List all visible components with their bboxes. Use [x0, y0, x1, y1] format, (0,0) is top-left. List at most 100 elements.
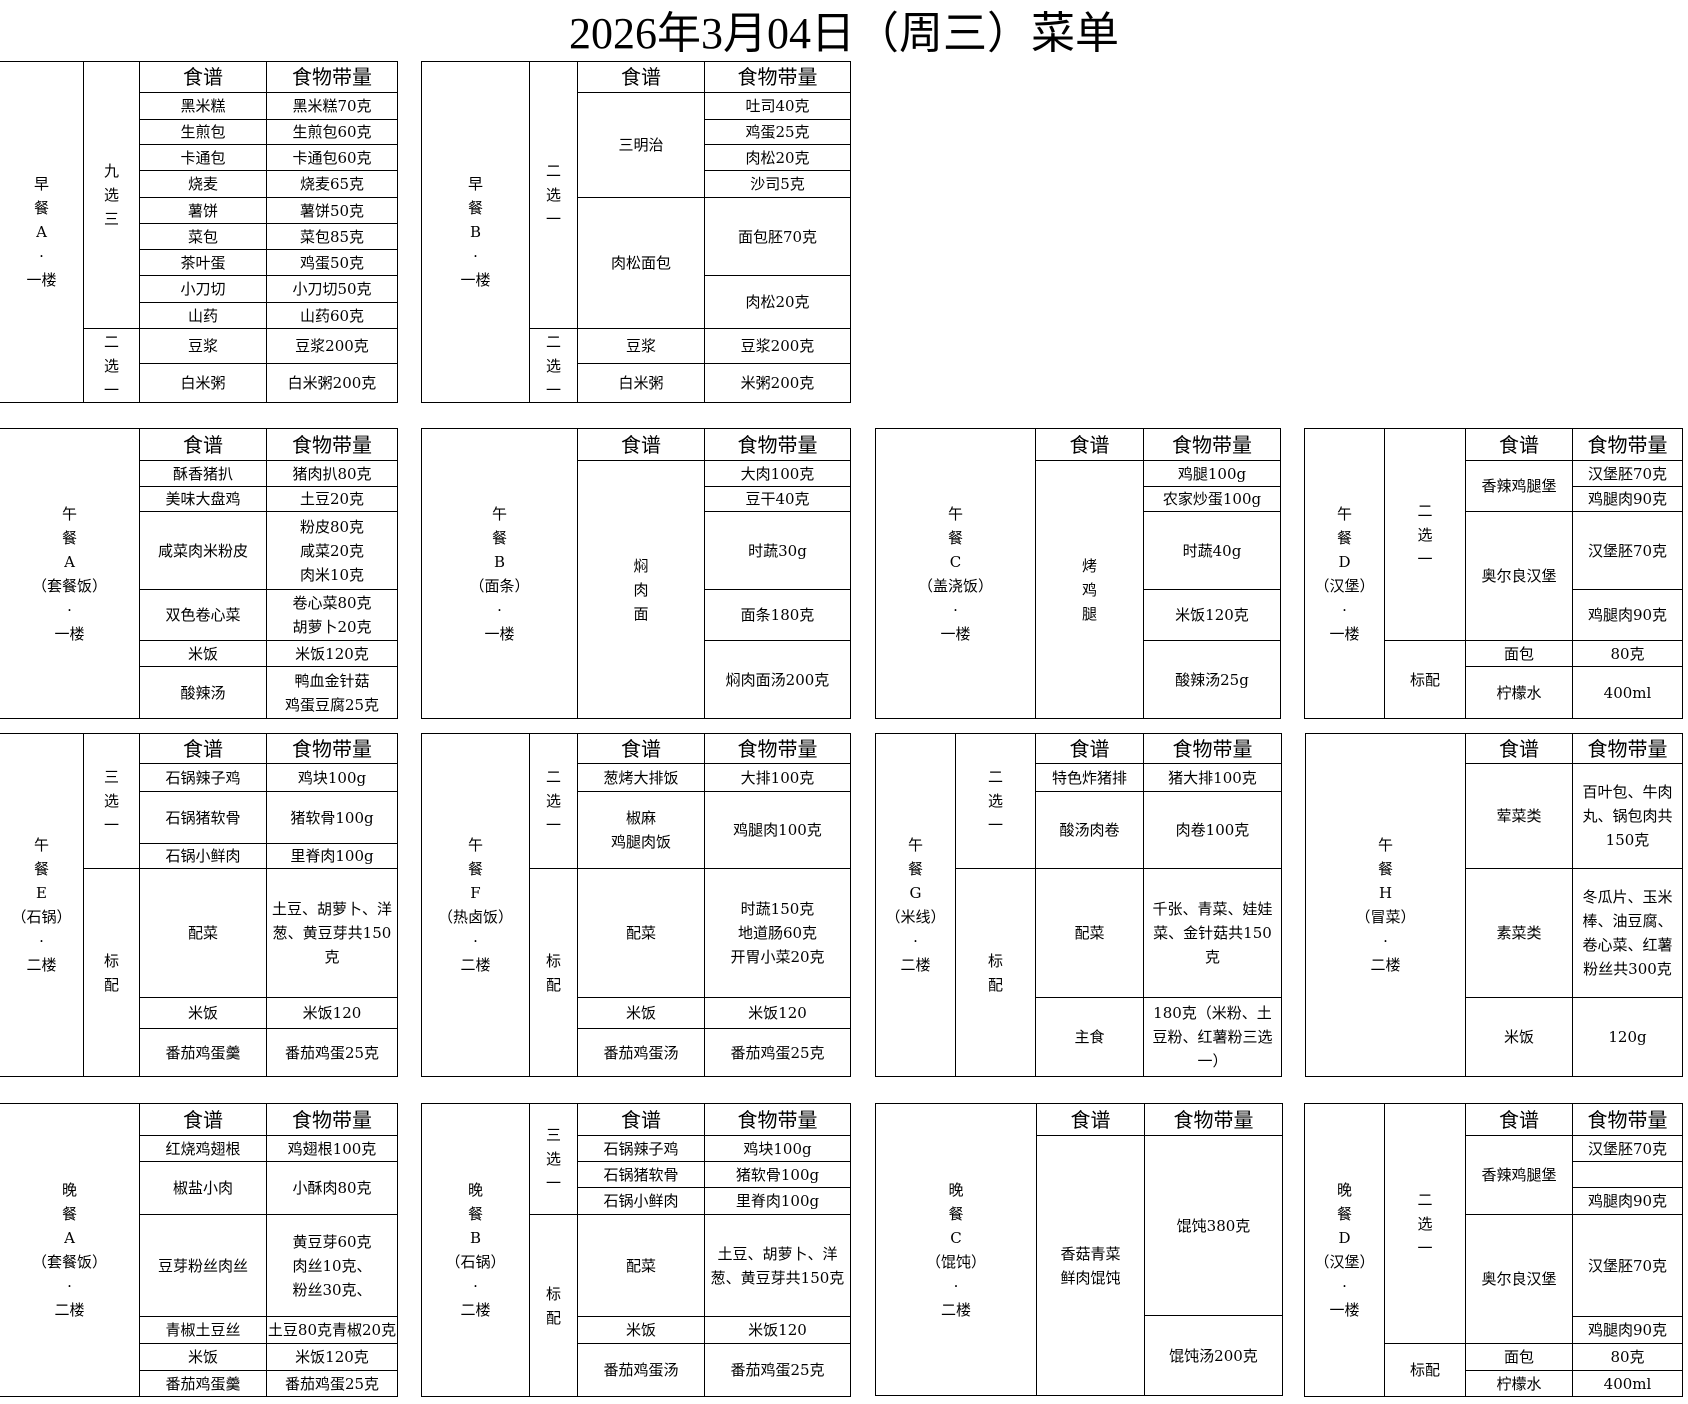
- recipe-cell: 双色卷心菜: [140, 590, 266, 640]
- amount-cell: 番茄鸡蛋25克: [267, 1029, 397, 1076]
- group-label: 标 配: [956, 869, 1035, 1076]
- recipe-cell: 米饭: [140, 998, 266, 1028]
- recipe-cell: 配菜: [578, 869, 704, 997]
- amount-cell: 面条180克: [705, 590, 850, 640]
- amount-cell: 里脊肉100g: [705, 1188, 850, 1214]
- amount-cell: 时蔬40g: [1144, 512, 1280, 589]
- recipe-cell: 米饭: [140, 1344, 266, 1370]
- lunch-a-table: 午 餐 A （套餐饭） · 一楼 食谱 食物带量 酥香猪扒 猪肉扒80克 美味大…: [0, 428, 398, 719]
- recipe-cell: 卡通包: [140, 145, 266, 170]
- group-label: 九 选 三: [84, 62, 139, 328]
- amount-cell: 鸡蛋50克: [267, 250, 397, 275]
- recipe-cell: 奥尔良汉堡: [1466, 1215, 1572, 1343]
- recipe-cell: 主食: [1036, 998, 1143, 1076]
- amount-cell: 鸡腿肉100克: [705, 792, 850, 868]
- recipe-cell: 美味大盘鸡: [140, 487, 266, 511]
- recipe-cell: 米饭: [578, 1317, 704, 1343]
- page-title: 2026年3月04日（周三）菜单: [569, 9, 1119, 58]
- amount-cell: 米饭120: [705, 1317, 850, 1343]
- amount-cell: 小刀切50克: [267, 276, 397, 302]
- amount-cell: 酸辣汤25g: [1144, 641, 1280, 718]
- amount-cell: 山药60克: [267, 303, 397, 328]
- recipe-cell: 黑米糕: [140, 93, 266, 119]
- recipe-cell: 焖 肉 面: [578, 461, 704, 718]
- recipe-cell: 石锅辣子鸡: [578, 1136, 704, 1161]
- recipe-cell: 面包: [1466, 641, 1572, 666]
- amount-header: 食物带量: [267, 1104, 397, 1135]
- amount-cell: 生煎包60克: [267, 120, 397, 144]
- amount-cell: 百叶包、牛肉丸、锅包肉共150克: [1573, 764, 1682, 868]
- group-label: 标配: [1385, 641, 1465, 718]
- group-label: 二 选 一: [956, 734, 1035, 868]
- amount-cell: 黄豆芽60克 肉丝10克、 粉丝30克、: [267, 1215, 397, 1316]
- recipe-cell: 奥尔良汉堡: [1466, 512, 1572, 640]
- amount-cell: 面包胚70克: [705, 198, 850, 275]
- recipe-header: 食谱: [140, 734, 266, 763]
- amount-header: 食物带量: [267, 429, 397, 460]
- amount-cell: 土豆20克: [267, 487, 397, 511]
- lunch-d-table: 午 餐 D （汉堡） · 一楼 二 选 一 标配 食谱 食物带量 香辣鸡腿堡 汉…: [1304, 428, 1683, 719]
- amount-cell: 时蔬30g: [705, 512, 850, 589]
- meal-label: 晚 餐 D （汉堡） · 一楼: [1305, 1104, 1384, 1396]
- recipe-cell: 柠檬水: [1466, 667, 1572, 718]
- amount-cell: 焖肉面汤200克: [705, 641, 850, 718]
- amount-cell: 米饭120克: [267, 1344, 397, 1370]
- dinner-d-table: 晚 餐 D （汉堡） · 一楼 二 选 一 标配 食谱 食物带量 香辣鸡腿堡 汉…: [1304, 1103, 1683, 1397]
- amount-cell: 米饭120克: [267, 641, 397, 666]
- amount-cell: 千张、青菜、娃娃菜、金针菇共150克: [1144, 869, 1281, 997]
- recipe-cell: 豆芽粉丝肉丝: [140, 1215, 266, 1316]
- recipe-cell: 三明治: [578, 93, 704, 197]
- amount-cell: 鸡蛋25克: [705, 120, 850, 144]
- breakfast-b-table: 早 餐 B · 一楼 二 选 一 二 选 一 食谱 食物带量 三明治 吐司40克…: [421, 61, 851, 403]
- amount-cell-empty: [1573, 1162, 1682, 1187]
- group-label: 三 选 一: [530, 1104, 577, 1214]
- recipe-cell: 配菜: [140, 869, 266, 997]
- recipe-header: 食谱: [578, 429, 704, 460]
- group-label: 标 配: [530, 869, 577, 1076]
- meal-label: 晚 餐 B （石锅） · 二楼: [422, 1104, 529, 1396]
- amount-cell: 400ml: [1573, 667, 1682, 718]
- amount-cell: 鸡块100g: [267, 764, 397, 791]
- amount-cell: 薯饼50克: [267, 198, 397, 223]
- amount-cell: 肉卷100克: [1144, 792, 1281, 868]
- amount-cell: 土豆、胡萝卜、洋葱、黄豆芽共150克: [267, 869, 397, 997]
- lunch-h-table: 午 餐 H （冒菜） · 二楼 食谱 食物带量 荤菜类 百叶包、牛肉丸、锅包肉共…: [1305, 733, 1683, 1077]
- recipe-cell: 白米粥: [578, 364, 704, 402]
- amount-cell: 卷心菜80克 胡萝卜20克: [267, 590, 397, 640]
- recipe-cell: 茶叶蛋: [140, 250, 266, 275]
- amount-cell: 米饭120: [267, 998, 397, 1028]
- amount-cell: 番茄鸡蛋25克: [705, 1029, 850, 1076]
- amount-cell: 豆干40克: [705, 487, 850, 511]
- recipe-header: 食谱: [140, 429, 266, 460]
- amount-cell: 豆浆200克: [267, 329, 397, 363]
- amount-cell: 时蔬150克 地道肠60克 开胃小菜20克: [705, 869, 850, 997]
- recipe-cell: 石锅小鲜肉: [578, 1188, 704, 1214]
- amount-cell: 番茄鸡蛋25克: [267, 1371, 397, 1396]
- group-label: 二 选 一: [530, 329, 577, 402]
- recipe-cell: 豆浆: [578, 329, 704, 363]
- amount-header: 食物带量: [267, 62, 397, 92]
- recipe-cell: 米饭: [1466, 998, 1572, 1076]
- meal-label: 午 餐 E （石锅） · 二楼: [0, 734, 83, 1076]
- recipe-cell: 酥香猪扒: [140, 461, 266, 486]
- group-label: 二 选 一: [530, 734, 577, 868]
- recipe-cell: 咸菜肉米粉皮: [140, 512, 266, 589]
- recipe-header: 食谱: [578, 734, 704, 763]
- recipe-cell: 香辣鸡腿堡: [1466, 461, 1572, 511]
- amount-cell: 鸡腿100g: [1144, 461, 1280, 486]
- recipe-cell: 石锅辣子鸡: [140, 764, 266, 791]
- group-label: 三 选 一: [84, 734, 139, 868]
- recipe-cell: 特色炸猪排: [1036, 764, 1143, 791]
- amount-cell: 80克: [1573, 641, 1682, 666]
- amount-cell: 米饭120: [705, 998, 850, 1028]
- amount-header: 食物带量: [1573, 734, 1682, 763]
- amount-cell: 猪软骨100g: [705, 1162, 850, 1187]
- recipe-cell: 椒麻 鸡腿肉饭: [578, 792, 704, 868]
- amount-cell: 120g: [1573, 998, 1682, 1076]
- amount-cell: 馄饨380克: [1145, 1136, 1282, 1315]
- amount-cell: 400ml: [1573, 1371, 1682, 1396]
- recipe-cell: 酸辣汤: [140, 667, 266, 718]
- amount-cell: 馄饨汤200克: [1145, 1316, 1282, 1395]
- amount-header: 食物带量: [1145, 1104, 1282, 1135]
- amount-cell: 鸭血金针菇 鸡蛋豆腐25克: [267, 667, 397, 718]
